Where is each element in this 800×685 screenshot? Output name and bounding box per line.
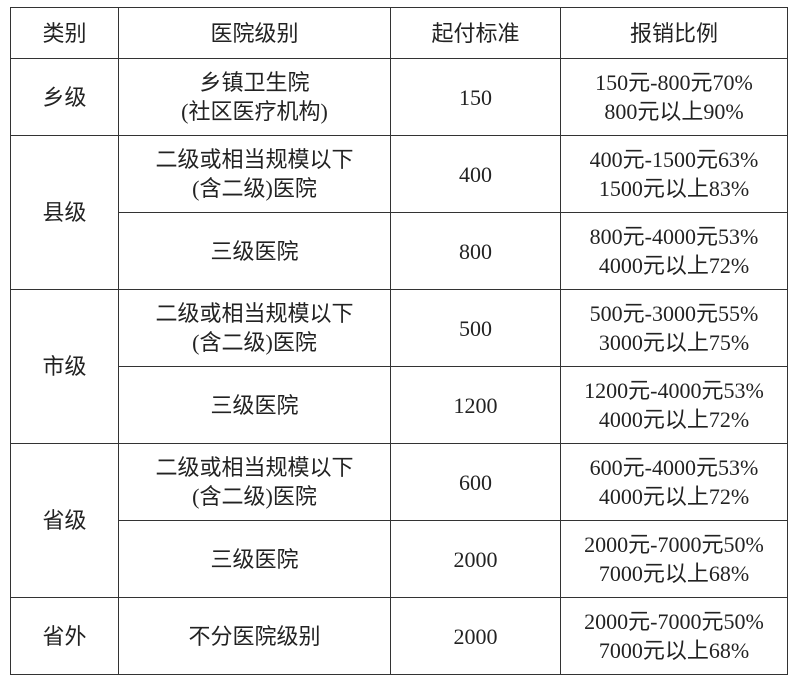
ratio-line: 600元-4000元53% <box>589 455 759 480</box>
table-row: 市级 二级或相当规模以下 (含二级)医院 500 500元-3000元55% 3000元以… <box>10 289 788 444</box>
deductible-cell: 800 <box>390 212 561 290</box>
hospital-level-line: 二级或相当规模以下 <box>155 455 354 480</box>
table-row: 乡级 乡镇卫生院 (社区医疗机构) 150 150元-800元70% 800元以上90% <box>10 58 788 136</box>
table-row: 三级医院 800 800元-4000元53% 4000元以上72% <box>11 212 788 290</box>
ratio-line: 150元-800元70% <box>595 70 753 95</box>
ratio-line: 2000元-7000元50% <box>584 609 764 634</box>
ratio-cell: 2000元-7000元50% 7000元以上68% <box>560 597 788 675</box>
hospital-level-line: (含二级)医院 <box>192 330 317 355</box>
category-cell: 乡级 <box>10 58 119 136</box>
hospital-level-line: 不分医院级别 <box>188 623 321 649</box>
hospital-level-line: (含二级)医院 <box>192 176 317 201</box>
ratio-line: 800元以上90% <box>604 99 744 124</box>
hospital-level-line: 三级医院 <box>210 238 299 264</box>
hospital-level-cell: 不分医院级别 <box>118 597 391 675</box>
hospital-level-line: 二级或相当规模以下 <box>155 147 354 172</box>
deductible-cell: 2000 <box>390 597 561 675</box>
ratio-cell: 500元-3000元55% 3000元以上75% <box>560 289 788 367</box>
hospital-level-cell: 二级或相当规模以下 (含二级)医院 <box>118 443 391 521</box>
category-cell: 县级 <box>10 135 119 290</box>
deductible-cell: 1200 <box>390 366 561 444</box>
table-row: 三级医院 1200 1200元-4000元53% 4000元以上72% <box>11 366 788 444</box>
category-cell: 市级 <box>10 289 119 444</box>
ratio-cell: 1200元-4000元53% 4000元以上72% <box>560 366 788 444</box>
hospital-level-cell: 二级或相当规模以下 (含二级)医院 <box>118 135 391 213</box>
ratio-line: 500元-3000元55% <box>589 301 759 326</box>
header-hospital-level: 医院级别 <box>118 7 391 59</box>
header-ratio: 报销比例 <box>560 7 788 59</box>
ratio-line: 1500元以上83% <box>598 176 750 201</box>
header-row: 类别 医院级别 起付标准 报销比例 <box>10 7 788 59</box>
header-category: 类别 <box>10 7 119 59</box>
table-row: 三级医院 2000 2000元-7000元50% 7000元以上68% <box>11 520 788 598</box>
ratio-line: 1200元-4000元53% <box>584 378 764 403</box>
deductible-cell: 600 <box>390 443 561 521</box>
ratio-line: 7000元以上68% <box>598 561 750 586</box>
ratio-cell: 800元-4000元53% 4000元以上72% <box>560 212 788 290</box>
reimbursement-table: 类别 医院级别 起付标准 报销比例 乡级 乡镇卫生院 (社区医疗机构) 150 150元… <box>10 7 788 675</box>
hospital-level-line: 乡镇卫生院 <box>199 70 310 95</box>
deductible-cell: 150 <box>390 58 561 136</box>
ratio-line: 4000元以上72% <box>598 407 750 432</box>
hospital-level-line: (社区医疗机构) <box>181 99 328 124</box>
ratio-cell: 2000元-7000元50% 7000元以上68% <box>560 520 788 598</box>
deductible-cell: 2000 <box>390 520 561 598</box>
table-row: 省级 二级或相当规模以下 (含二级)医院 600 600元-4000元53% 4000元以… <box>10 443 788 598</box>
ratio-line: 4000元以上72% <box>598 253 750 278</box>
ratio-line: 800元-4000元53% <box>589 224 759 249</box>
hospital-level-cell: 三级医院 <box>118 212 391 290</box>
deductible-cell: 500 <box>390 289 561 367</box>
ratio-line: 2000元-7000元50% <box>584 532 764 557</box>
hospital-level-cell: 三级医院 <box>118 366 391 444</box>
ratio-line: 7000元以上68% <box>598 638 750 663</box>
hospital-level-cell: 三级医院 <box>118 520 391 598</box>
header-deductible: 起付标准 <box>390 7 561 59</box>
ratio-line: 3000元以上75% <box>598 330 750 355</box>
hospital-level-line: 二级或相当规模以下 <box>155 301 354 326</box>
hospital-level-line: 三级医院 <box>210 392 299 418</box>
ratio-cell: 400元-1500元63% 1500元以上83% <box>560 135 788 213</box>
table-row: 省外 不分医院级别 2000 2000元-7000元50% 7000元以上68% <box>10 597 788 675</box>
ratio-line: 400元-1500元63% <box>589 147 759 172</box>
hospital-level-cell: 二级或相当规模以下 (含二级)医院 <box>118 289 391 367</box>
category-cell: 省外 <box>10 597 119 675</box>
hospital-level-line: (含二级)医院 <box>192 484 317 509</box>
table-row: 县级 二级或相当规模以下 (含二级)医院 400 400元-1500元63% 1500元以… <box>10 135 788 290</box>
deductible-cell: 400 <box>390 135 561 213</box>
hospital-level-cell: 乡镇卫生院 (社区医疗机构) <box>118 58 391 136</box>
ratio-cell: 600元-4000元53% 4000元以上72% <box>560 443 788 521</box>
category-cell: 省级 <box>10 443 119 598</box>
ratio-line: 4000元以上72% <box>598 484 750 509</box>
ratio-cell: 150元-800元70% 800元以上90% <box>560 58 788 136</box>
hospital-level-line: 三级医院 <box>210 546 299 572</box>
